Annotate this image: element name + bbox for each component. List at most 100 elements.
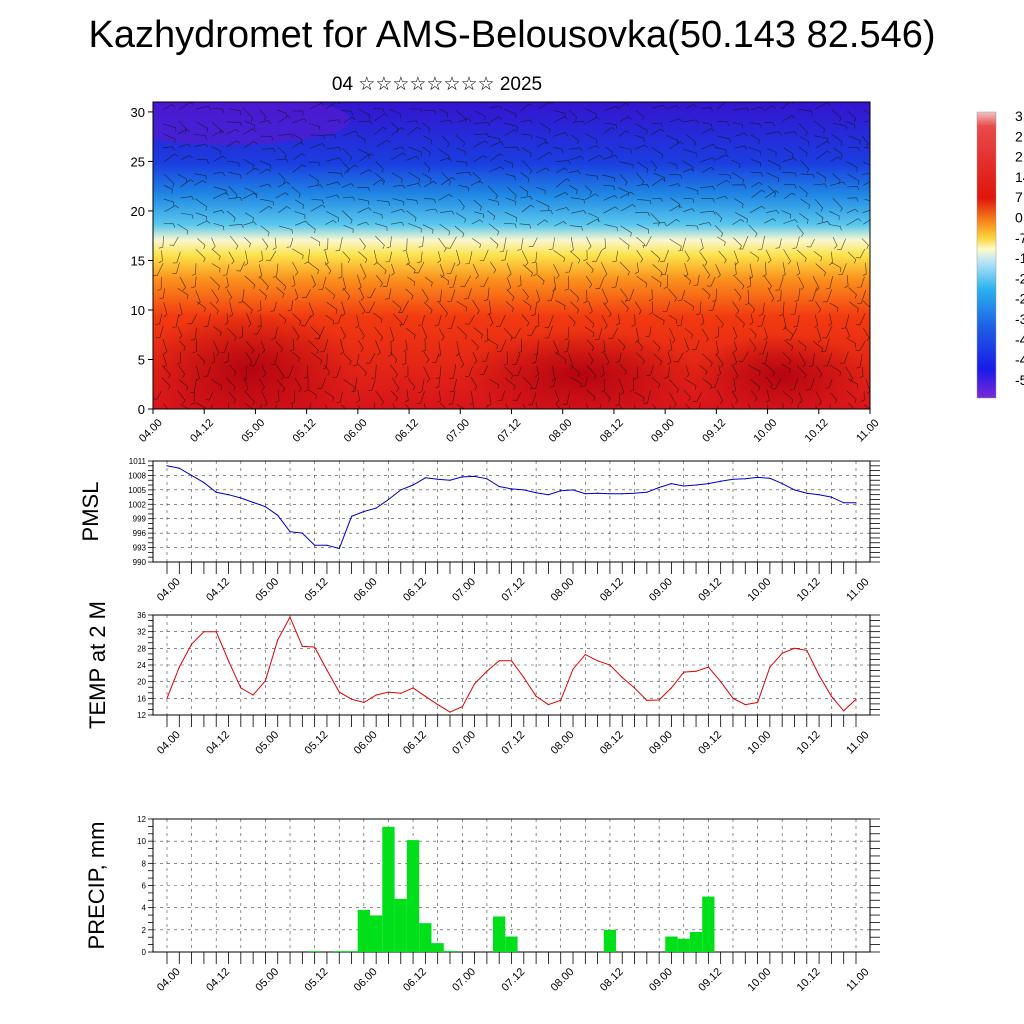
data-point bbox=[658, 486, 660, 489]
wind-barb bbox=[257, 314, 262, 328]
wind-barb bbox=[734, 145, 748, 150]
data-point bbox=[720, 480, 722, 482]
wind-barb bbox=[341, 161, 350, 173]
wind-barb bbox=[767, 404, 769, 409]
wind-barb bbox=[405, 327, 416, 339]
wind-barb bbox=[455, 340, 460, 357]
wind-barb bbox=[586, 116, 600, 123]
wind-barb bbox=[611, 276, 619, 288]
wind-barb bbox=[762, 261, 767, 277]
data-point bbox=[338, 547, 340, 550]
wind-barb bbox=[326, 301, 338, 314]
wind-barb bbox=[177, 390, 186, 404]
wind-barb bbox=[365, 352, 376, 364]
wind-barb bbox=[484, 327, 489, 343]
series-line bbox=[166, 465, 856, 550]
wind-barb bbox=[799, 213, 809, 224]
wind-barb bbox=[359, 238, 366, 250]
wind-barb bbox=[421, 340, 426, 352]
wind-barb bbox=[702, 287, 711, 299]
wind-barb bbox=[327, 172, 343, 178]
wind-barb bbox=[683, 148, 698, 158]
data-point bbox=[301, 532, 303, 534]
wind-barb bbox=[431, 352, 440, 363]
wind-barb bbox=[603, 105, 620, 111]
wind-barb bbox=[664, 366, 670, 379]
wind-barb bbox=[744, 289, 750, 306]
wind-barb bbox=[295, 220, 309, 226]
wind-barb bbox=[341, 183, 355, 188]
wind-barb bbox=[555, 207, 570, 211]
wind-barb bbox=[702, 264, 711, 279]
data-point bbox=[351, 698, 353, 700]
wind-barb bbox=[259, 160, 271, 170]
wind-barb bbox=[162, 339, 168, 355]
data-point bbox=[375, 694, 377, 696]
wind-barb bbox=[229, 301, 233, 318]
wind-barb bbox=[343, 379, 355, 392]
wind-barb bbox=[326, 211, 339, 222]
heatmap-x-axis: 04.00 04.12 05.00 05.12 06.00 06.12 07.00 07.12… bbox=[137, 409, 882, 445]
wind-barb bbox=[228, 196, 243, 201]
wind-barb bbox=[749, 251, 759, 262]
wind-barb bbox=[748, 403, 751, 409]
wind-barb bbox=[812, 275, 820, 292]
wind-barb bbox=[187, 313, 198, 325]
wind-barb bbox=[584, 108, 597, 118]
wind-barb bbox=[291, 275, 296, 288]
wind-barb bbox=[864, 120, 870, 123]
data-point bbox=[191, 474, 193, 476]
wind-barb bbox=[781, 210, 792, 219]
wind-barb bbox=[309, 102, 325, 110]
wind-barb bbox=[841, 314, 850, 329]
wind-barb bbox=[341, 110, 353, 116]
wind-barb bbox=[857, 276, 865, 288]
wind-barb bbox=[292, 313, 302, 326]
wind-barb bbox=[581, 376, 588, 387]
wind-barb bbox=[684, 327, 693, 339]
heatmap-y-tick-label: 0 bbox=[138, 402, 145, 417]
wind-barb bbox=[310, 134, 326, 140]
y-axis-label: TEMP at 2 M bbox=[85, 601, 110, 729]
wind-barb bbox=[448, 391, 456, 405]
wind-barb bbox=[812, 340, 823, 353]
wind-barb bbox=[733, 340, 738, 353]
wind-barb bbox=[570, 134, 579, 145]
wind-barb bbox=[686, 134, 697, 147]
wind-barb bbox=[800, 160, 810, 173]
wind-barb bbox=[211, 237, 216, 250]
wind-barb bbox=[604, 146, 613, 157]
wind-barb bbox=[635, 123, 648, 135]
wind-barb bbox=[291, 186, 301, 198]
wind-barb bbox=[473, 327, 483, 339]
wind-barb bbox=[604, 122, 618, 129]
data-point bbox=[486, 478, 488, 480]
wind-barb bbox=[782, 157, 797, 162]
wind-barb bbox=[163, 403, 169, 409]
wind-barb bbox=[374, 113, 389, 122]
y-tick-label: 990 bbox=[133, 558, 147, 567]
data-point bbox=[597, 660, 599, 662]
wind-barb bbox=[190, 389, 195, 405]
wind-barb bbox=[393, 146, 405, 151]
wind-barb bbox=[487, 185, 498, 200]
wind-barb bbox=[602, 238, 607, 250]
wind-barb bbox=[358, 251, 368, 264]
wind-barb bbox=[588, 300, 593, 315]
wind-barb bbox=[684, 338, 690, 353]
wind-barb bbox=[552, 276, 557, 292]
wind-barb bbox=[511, 352, 521, 365]
wind-barb bbox=[192, 338, 197, 354]
wind-barb bbox=[479, 249, 489, 261]
wind-barb bbox=[568, 353, 574, 370]
y-axis-label: PRECIP, mm bbox=[84, 822, 109, 950]
wind-barb bbox=[425, 208, 438, 213]
wind-barb bbox=[457, 198, 465, 211]
heatmap-x-tick-label: 07.00 bbox=[444, 417, 472, 445]
wind-barb bbox=[474, 110, 486, 121]
wind-barb bbox=[702, 167, 715, 173]
wind-barb bbox=[847, 186, 860, 191]
wind-barb bbox=[324, 134, 337, 139]
wind-barb bbox=[700, 313, 705, 326]
heatmap-y-tick-label: 5 bbox=[138, 352, 145, 367]
